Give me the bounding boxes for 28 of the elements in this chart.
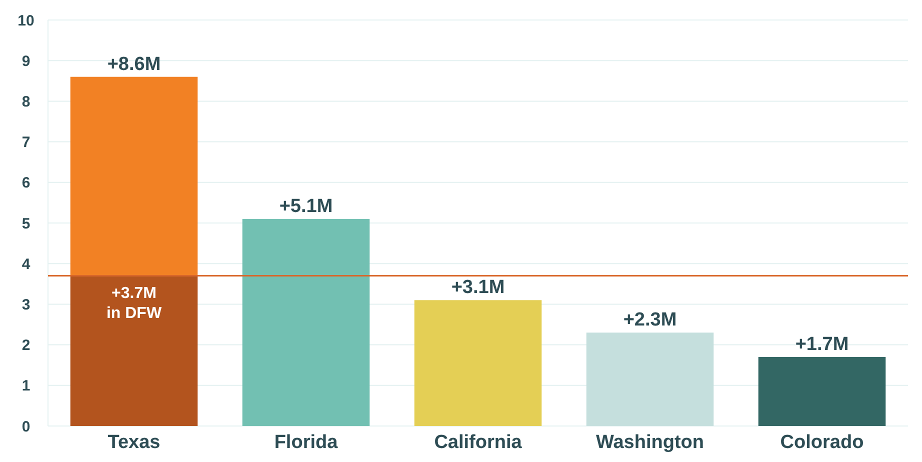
y-tick-label: 8 (22, 93, 30, 110)
y-tick-label: 4 (22, 256, 31, 273)
y-tick-label: 10 (18, 12, 34, 30)
y-tick-label: 2 (22, 337, 30, 354)
x-tick-label: Washington (596, 432, 704, 453)
total-label: +2.3M (623, 310, 677, 331)
y-tick-label: 0 (22, 418, 30, 436)
total-label: +8.6M (107, 54, 161, 75)
y-tick-label: 5 (22, 215, 30, 232)
x-tick-label: Colorado (780, 432, 864, 453)
x-tick-label: California (434, 432, 522, 453)
y-tick-label: 6 (22, 174, 30, 192)
y-tick-label: 1 (22, 378, 30, 395)
data-label: +3.7M in DFW (106, 284, 162, 322)
bar (414, 300, 542, 426)
total-label: +5.1M (279, 196, 333, 217)
y-tick-label: 3 (22, 296, 30, 314)
bar (70, 76, 198, 276)
x-tick-label: Texas (108, 432, 160, 453)
y-tick-label: 7 (22, 134, 30, 152)
bar (242, 218, 370, 426)
y-tick-label: 9 (22, 52, 30, 70)
bar (70, 276, 198, 426)
total-label: +1.7M (795, 334, 849, 355)
total-label: +3.1M (451, 277, 505, 298)
bar (586, 332, 714, 426)
x-tick-label: Florida (274, 432, 338, 453)
bar (758, 356, 886, 426)
